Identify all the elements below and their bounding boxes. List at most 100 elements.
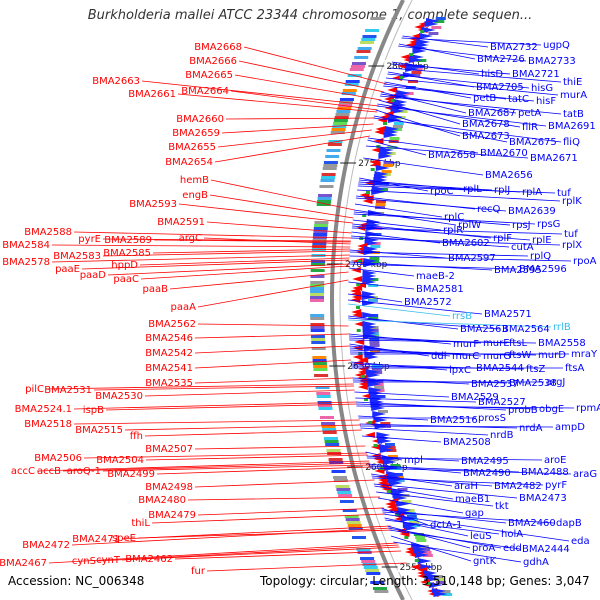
gene-leader-line-right <box>352 379 508 384</box>
gene-label-right: aroE <box>544 455 566 466</box>
gene-label-right: BMA2460 <box>508 518 556 529</box>
feature-band <box>346 521 361 524</box>
feature-segment <box>404 509 415 512</box>
marker-tick <box>390 99 395 102</box>
gene-leader-line-left <box>145 454 368 461</box>
gene-leader-line-right <box>361 435 442 443</box>
gene-label-left: BMA2593 <box>129 199 177 210</box>
kbp-tick-background <box>345 360 390 371</box>
feature-segment <box>407 80 418 83</box>
gene-label-left: accC <box>11 466 35 477</box>
gene-leader-line-left <box>45 383 354 390</box>
feature-band <box>372 587 387 590</box>
feature-band <box>311 347 326 350</box>
feature-band <box>312 356 327 359</box>
gene-label-right: argJ <box>546 377 565 388</box>
feature-band <box>318 194 333 197</box>
gene-leader-line-right <box>356 405 575 409</box>
gene-label-right: rpmA <box>576 403 600 414</box>
gene-label-right: BMA2516 <box>430 415 478 426</box>
gene-leader-line-right <box>373 115 508 143</box>
gene-label-right: ftsZ <box>526 364 545 375</box>
gene-label-right: nrdB <box>490 430 514 441</box>
feature-band <box>336 488 351 491</box>
gene-label-left: BMA2467 <box>0 558 47 569</box>
gene-leader-line-right <box>351 235 510 248</box>
gene-label-right: nrdA <box>519 423 543 434</box>
feature-band <box>334 116 349 119</box>
forward-feature-arrow <box>405 66 420 72</box>
gene-leader-line-left <box>243 46 387 85</box>
feature-band <box>342 509 357 512</box>
feature-segment <box>369 344 380 347</box>
gene-leader-line-left <box>151 513 387 524</box>
gene-leader-line-left <box>83 452 368 459</box>
gene-leader-line-left <box>194 445 366 450</box>
feature-segment <box>397 110 408 113</box>
gene-label-left: BMA2479 <box>148 510 196 521</box>
gene-label-right: dctA-1 <box>430 520 462 531</box>
feature-band <box>310 263 325 266</box>
gene-label-left: speE <box>112 533 136 544</box>
feature-band <box>344 515 359 518</box>
feature-band <box>351 536 366 539</box>
feature-band <box>333 476 348 479</box>
gene-label-right: BMA2602 <box>442 238 490 249</box>
gene-leader-line-right <box>348 263 518 270</box>
feature-band <box>356 50 371 53</box>
gene-label-left: cynS <box>72 556 96 567</box>
gene-label-right: recQ <box>477 204 501 215</box>
feature-band <box>310 275 325 278</box>
gene-leader-line-left <box>203 237 351 245</box>
gene-leader-line-right <box>377 497 464 514</box>
gene-label-right: probB <box>508 405 538 416</box>
gene-leader-line-left <box>197 507 384 516</box>
reverse-feature-arrow <box>352 276 363 282</box>
gene-leader-line-right <box>357 189 561 202</box>
gene-leader-line-right <box>350 361 448 371</box>
feature-band <box>313 233 328 236</box>
feature-segment <box>435 581 446 584</box>
gene-leader-line-right <box>373 483 518 499</box>
reverse-feature-arrow <box>352 312 363 318</box>
inner-ruler-arc <box>339 0 413 600</box>
gene-label-left: paaE <box>55 264 80 275</box>
feature-band <box>314 224 329 227</box>
gene-leader-line-right <box>384 81 472 99</box>
marker-tick <box>414 559 419 562</box>
kbp-tick-label: 2650 kbp <box>347 362 390 372</box>
gene-leader-line-left <box>36 460 370 472</box>
gene-label-right: tkt <box>495 501 509 512</box>
gene-label-right: rpoC <box>430 186 454 197</box>
feature-segment <box>389 137 400 140</box>
forward-feature-arrow <box>390 108 405 114</box>
feature-band <box>316 203 331 206</box>
gene-leader-line-right <box>369 467 572 475</box>
gene-leader-line-left <box>51 244 351 248</box>
forward-feature-arrow <box>373 417 388 423</box>
gene-leader-line-right <box>363 157 484 176</box>
gene-label-left: BMA2654 <box>165 157 213 168</box>
reverse-feature-arrow <box>354 321 365 327</box>
feature-band <box>351 62 366 65</box>
gene-leader-line-left <box>221 123 374 134</box>
marker-tick <box>395 513 400 516</box>
feature-segment <box>387 146 398 149</box>
feature-segment <box>442 593 453 596</box>
gene-leader-line-left <box>137 529 393 539</box>
gene-leader-line-right <box>350 237 561 246</box>
feature-segment <box>387 455 398 458</box>
reverse-feature-arrow <box>387 87 398 93</box>
forward-feature-arrow <box>383 132 398 138</box>
forward-feature-arrow <box>367 381 382 387</box>
gene-label-left: paaB <box>143 284 169 295</box>
feature-band <box>321 173 336 176</box>
gene-label-left: BMA2665 <box>185 70 233 81</box>
feature-band <box>357 47 372 50</box>
gene-leader-line-left <box>121 546 400 561</box>
feature-segment <box>378 410 389 413</box>
gene-label-right: holA <box>501 529 523 540</box>
gene-leader-line-left <box>48 542 398 564</box>
feature-band <box>350 65 365 68</box>
